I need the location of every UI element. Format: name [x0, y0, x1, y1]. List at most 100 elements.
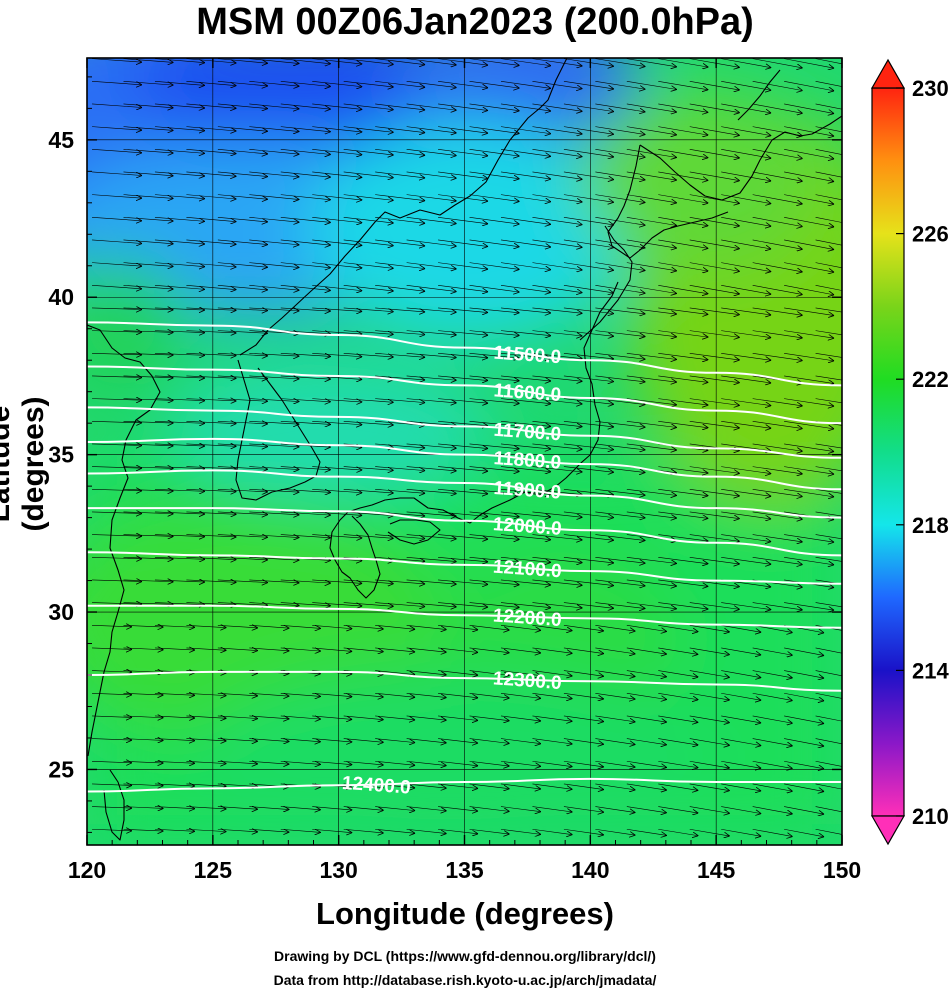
- wind-arrow: [721, 194, 771, 204]
- wind-arrow: [280, 262, 331, 268]
- wind-arrow: [689, 216, 740, 226]
- contour-label: 11700.0: [493, 420, 562, 446]
- wind-arrow: [721, 284, 771, 294]
- wind-arrow: [280, 284, 331, 290]
- wind-arrow: [500, 738, 541, 744]
- wind-arrow: [186, 194, 236, 199]
- contour-line: [87, 365, 842, 425]
- wind-arrow: [438, 715, 478, 721]
- contour-label: 11600.0: [493, 380, 562, 406]
- wind-arrow: [532, 420, 582, 426]
- wind-arrow: [312, 398, 362, 402]
- wind-arrow: [406, 738, 447, 743]
- wind-arrow: [92, 467, 142, 469]
- wind-arrow: [123, 126, 173, 131]
- wind-arrow: [343, 398, 394, 403]
- wind-arrow: [217, 239, 268, 245]
- wind-arrow: [92, 239, 142, 244]
- contour-label: 11500.0: [493, 343, 562, 369]
- x-tick-label: 145: [697, 857, 736, 883]
- wind-arrow: [469, 420, 520, 426]
- wind-arrow: [689, 307, 740, 315]
- wind-arrow: [784, 760, 824, 769]
- wind-arrow: [154, 648, 195, 650]
- wind-arrow: [186, 467, 236, 469]
- coastline-china: [87, 324, 161, 757]
- wind-arrow: [752, 81, 803, 90]
- wind-arrow: [721, 443, 771, 451]
- wind-arrow: [469, 307, 520, 313]
- wind-arrow: [249, 171, 299, 177]
- wind-arrow: [123, 148, 173, 153]
- wind-arrow: [375, 602, 425, 607]
- wind-arrow: [438, 284, 488, 292]
- wind-arrow: [154, 353, 205, 355]
- contour-label: 12200.0: [492, 605, 562, 631]
- wind-arrow: [626, 330, 677, 337]
- wind-arrow: [186, 216, 236, 221]
- wind-arrow: [186, 262, 236, 267]
- wind-arrow: [217, 80, 268, 86]
- wind-arrow: [343, 602, 394, 607]
- wind-arrow: [500, 103, 551, 111]
- wind-arrow: [752, 647, 793, 655]
- wind-arrow: [249, 512, 299, 515]
- wind-arrow: [721, 375, 771, 383]
- wind-arrow: [469, 330, 520, 336]
- wind-arrow: [312, 80, 362, 86]
- wind-arrow: [186, 126, 236, 131]
- wind-arrow: [438, 126, 488, 134]
- wind-arrow: [312, 284, 362, 290]
- wind-arrow: [217, 194, 268, 200]
- wind-arrow: [595, 307, 645, 314]
- coastline-honshu-north: [579, 225, 633, 341]
- wind-arrow: [123, 807, 163, 809]
- wind-arrow: [375, 239, 425, 246]
- wind-arrow: [438, 466, 488, 472]
- wind-arrow: [312, 579, 362, 583]
- wind-arrow: [312, 420, 362, 424]
- coastline-japan-main: [239, 58, 568, 356]
- wind-arrow: [595, 692, 635, 699]
- wind-arrow: [154, 331, 205, 333]
- wind-arrow: [186, 421, 236, 423]
- wind-arrow: [626, 760, 667, 767]
- wind-arrow: [154, 171, 205, 176]
- wind-arrow: [689, 624, 730, 632]
- wind-arrow: [532, 783, 572, 789]
- wind-arrow: [92, 58, 142, 63]
- wind-arrow: [500, 602, 551, 608]
- wind-arrow: [343, 466, 394, 471]
- coastline-sakhalin: [737, 69, 781, 121]
- wind-arrow: [815, 148, 842, 155]
- wind-arrow: [154, 239, 205, 244]
- wind-arrow: [123, 216, 173, 221]
- wind-arrow: [595, 352, 645, 359]
- wind-arrow: [752, 806, 793, 814]
- wind-arrow: [92, 80, 142, 85]
- wind-arrow: [92, 216, 142, 221]
- wind-arrow: [312, 692, 352, 696]
- wind-arrow: [217, 262, 268, 268]
- wind-arrow: [689, 194, 740, 204]
- wind-arrow: [406, 602, 457, 607]
- wind-arrow: [154, 148, 205, 153]
- wind-arrow: [721, 624, 761, 632]
- wind-arrow: [123, 784, 163, 786]
- wind-arrow: [92, 103, 142, 108]
- wind-arrow: [689, 171, 740, 181]
- wind-arrow: [406, 534, 457, 539]
- wind-arrow: [406, 194, 457, 201]
- wind-arrow: [469, 647, 510, 653]
- wind-arrow: [438, 352, 488, 358]
- wind-arrow: [406, 443, 457, 448]
- wind-arrow: [721, 307, 771, 315]
- x-tick-label: 125: [194, 857, 233, 883]
- wind-arrow: [658, 534, 708, 541]
- wind-arrow: [249, 376, 299, 379]
- wind-vectors: [92, 58, 842, 837]
- wind-arrow: [92, 284, 142, 289]
- wind-arrow: [658, 352, 708, 359]
- wind-arrow: [438, 194, 488, 202]
- wind-arrow: [217, 716, 258, 719]
